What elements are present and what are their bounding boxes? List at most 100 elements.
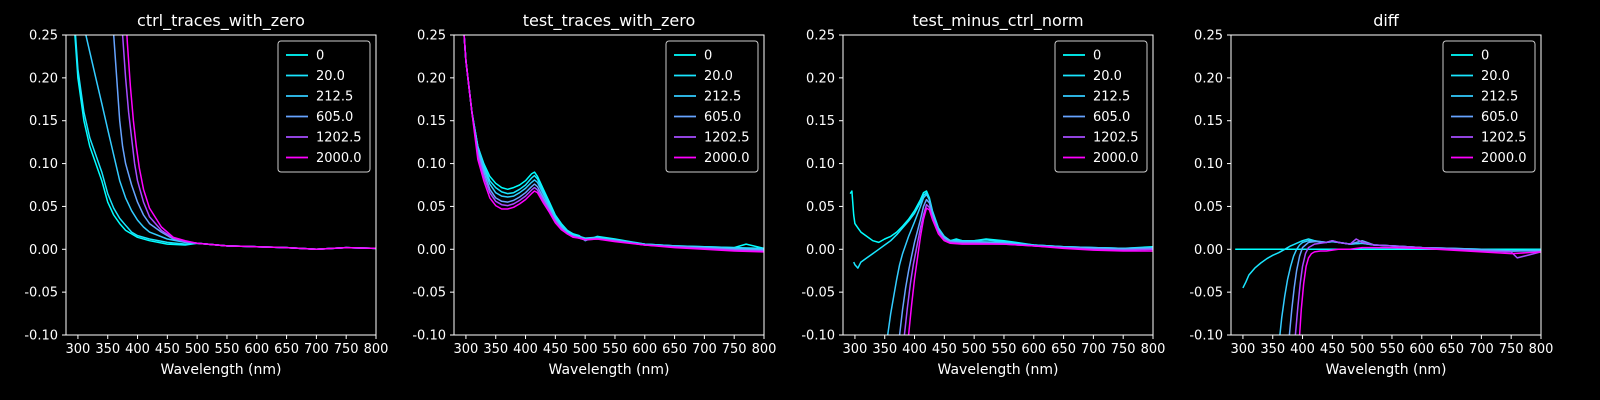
x-axis-label: Wavelength (nm) bbox=[549, 362, 670, 378]
y-tick-label: 0.25 bbox=[29, 29, 58, 44]
chart-panel-2: test_traces_with_zero 300 350 400 450 500 550 6… bbox=[412, 11, 776, 378]
x-tick-label: 400 bbox=[902, 342, 927, 357]
x-tick-label: 700 bbox=[304, 342, 329, 357]
y-tick-label: 0.10 bbox=[806, 157, 835, 172]
x-tick-label: 700 bbox=[1469, 342, 1494, 357]
legend-label: 212.5 bbox=[1481, 90, 1518, 105]
series-line-2000.0 bbox=[126, 35, 376, 251]
y-tick-label: -0.05 bbox=[24, 286, 58, 301]
y-tick-label: 0.10 bbox=[1194, 157, 1223, 172]
y-tick-label: 0.20 bbox=[417, 71, 446, 86]
y-tick-label: 0.05 bbox=[29, 200, 58, 215]
y-tick-label: 0.05 bbox=[417, 200, 446, 215]
legend-label: 20.0 bbox=[704, 69, 733, 84]
chart-title: test_minus_ctrl_norm bbox=[912, 11, 1083, 31]
x-tick-label: 550 bbox=[992, 342, 1017, 357]
legend-box bbox=[277, 40, 371, 173]
plot-frame bbox=[65, 34, 377, 336]
x-tick-label: 300 bbox=[66, 342, 91, 357]
legend-label: 20.0 bbox=[1481, 69, 1510, 84]
y-tick-label: -0.10 bbox=[24, 329, 58, 344]
x-axis-label: Wavelength (nm) bbox=[1326, 362, 1447, 378]
x-tick-label: 750 bbox=[1499, 342, 1524, 357]
plot-frame bbox=[842, 34, 1154, 336]
y-tick-label: -0.05 bbox=[801, 286, 835, 301]
legend-label: 0 bbox=[1093, 49, 1101, 64]
x-tick-label: 600 bbox=[1021, 342, 1046, 357]
x-tick-label: 700 bbox=[1081, 342, 1106, 357]
x-tick-label: 800 bbox=[752, 342, 777, 357]
series-group bbox=[463, 35, 764, 253]
x-tick-label: 550 bbox=[1380, 342, 1405, 357]
chart-title: test_traces_with_zero bbox=[523, 11, 696, 31]
x-tick-label: 500 bbox=[962, 342, 987, 357]
x-axis-label: Wavelength (nm) bbox=[938, 362, 1059, 378]
y-tick-label: 0.25 bbox=[806, 29, 835, 44]
x-tick-label: 300 bbox=[454, 342, 479, 357]
x-tick-label: 750 bbox=[722, 342, 747, 357]
legend-label: 2000.0 bbox=[1481, 151, 1527, 166]
y-tick-label: 0.15 bbox=[1194, 114, 1223, 129]
legend-label: 605.0 bbox=[1481, 110, 1518, 125]
chart-panel-1: ctrl_traces_with_zero 300 350 400 450 500 550 6… bbox=[24, 11, 389, 378]
legend-label: 212.5 bbox=[316, 90, 353, 105]
x-tick-label: 650 bbox=[1439, 342, 1464, 357]
series-line-2000.0 bbox=[463, 35, 764, 253]
y-tick-label: 0.25 bbox=[417, 29, 446, 44]
x-tick-label: 350 bbox=[1260, 342, 1285, 357]
x-tick-label: 350 bbox=[95, 342, 120, 357]
x-tick-label: 350 bbox=[483, 342, 508, 357]
x-tick-label: 650 bbox=[274, 342, 299, 357]
legend-label: 0 bbox=[316, 49, 324, 64]
x-tick-label: 600 bbox=[1409, 342, 1434, 357]
y-tick-label: -0.10 bbox=[412, 329, 446, 344]
y-tick-label: -0.05 bbox=[412, 286, 446, 301]
x-axis-label: Wavelength (nm) bbox=[161, 362, 282, 378]
x-tick-label: 800 bbox=[364, 342, 389, 357]
y-tick-label: 0.00 bbox=[417, 243, 446, 258]
x-tick-label: 750 bbox=[1111, 342, 1136, 357]
y-tick-label: 0.20 bbox=[806, 71, 835, 86]
chart-title: ctrl_traces_with_zero bbox=[137, 11, 305, 31]
x-tick-label: 400 bbox=[125, 342, 150, 357]
legend-label: 1202.5 bbox=[1093, 131, 1139, 146]
x-tick-label: 650 bbox=[662, 342, 687, 357]
x-tick-label: 350 bbox=[872, 342, 897, 357]
y-tick-label: 0.05 bbox=[1194, 200, 1223, 215]
chart-panel-4: diff 300 350 400 450 500 550 600 650 700 750 800 -0.… bbox=[1189, 11, 1553, 378]
y-tick-label: 0.10 bbox=[417, 157, 446, 172]
x-tick-label: 750 bbox=[334, 342, 359, 357]
legend-label: 1202.5 bbox=[704, 131, 750, 146]
series-line-212.5 bbox=[463, 35, 764, 251]
x-tick-label: 400 bbox=[513, 342, 538, 357]
legend-label: 212.5 bbox=[1093, 90, 1130, 105]
legend-label: 0 bbox=[1481, 49, 1489, 64]
chart-title: diff bbox=[1373, 11, 1400, 30]
y-tick-label: -0.10 bbox=[801, 329, 835, 344]
y-tick-label: 0.00 bbox=[806, 243, 835, 258]
legend-label: 0 bbox=[704, 49, 712, 64]
x-tick-label: 600 bbox=[632, 342, 657, 357]
y-tick-label: 0.05 bbox=[806, 200, 835, 215]
legend-label: 2000.0 bbox=[1093, 151, 1139, 166]
y-tick-label: 0.20 bbox=[29, 71, 58, 86]
legend-label: 20.0 bbox=[316, 69, 345, 84]
y-tick-label: -0.10 bbox=[1189, 329, 1223, 344]
legend-label: 1202.5 bbox=[1481, 131, 1527, 146]
x-tick-label: 600 bbox=[244, 342, 269, 357]
y-tick-label: 0.25 bbox=[1194, 29, 1223, 44]
x-tick-label: 650 bbox=[1051, 342, 1076, 357]
y-tick-label: 0.00 bbox=[29, 243, 58, 258]
series-line-2000.0 bbox=[907, 207, 1153, 335]
legend-label: 20.0 bbox=[1093, 69, 1122, 84]
x-tick-label: 800 bbox=[1141, 342, 1166, 357]
series-line-1202.5 bbox=[1294, 238, 1541, 335]
y-tick-label: 0.15 bbox=[806, 114, 835, 129]
legend: 0 20.0 212.5 605.0 1202.5 2000.0 bbox=[665, 40, 759, 173]
x-tick-label: 550 bbox=[603, 342, 628, 357]
series-group bbox=[1235, 238, 1541, 335]
legend-label: 605.0 bbox=[1093, 110, 1130, 125]
legend-label: 2000.0 bbox=[704, 151, 750, 166]
